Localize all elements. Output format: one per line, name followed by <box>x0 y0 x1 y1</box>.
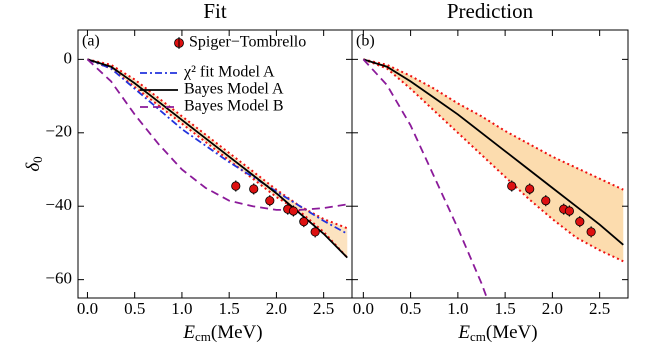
y-tick-label: −20 <box>45 122 72 141</box>
series-line <box>362 58 488 298</box>
data-point <box>525 184 535 194</box>
x-tick-label: 0.0 <box>353 299 374 318</box>
x-tick-label: 0.0 <box>77 299 98 318</box>
y-tick-label: 0 <box>64 48 73 67</box>
x-tick-label: 0.5 <box>400 299 421 318</box>
data-point <box>265 196 275 206</box>
plot-area <box>86 58 349 259</box>
x-tick-label: 1.0 <box>447 299 468 318</box>
x-label-unit: (MeV) <box>486 322 538 343</box>
x-tick-label: 1.0 <box>171 299 192 318</box>
data-point <box>541 196 551 206</box>
frame <box>351 29 629 299</box>
x-tick-label: 2.5 <box>589 299 610 318</box>
x-label-sub: cm <box>195 329 211 344</box>
plot-area <box>362 58 624 298</box>
series-line <box>363 58 624 246</box>
legend-label: Bayes Model B <box>184 98 284 115</box>
panel-label: (b) <box>356 33 375 50</box>
x-label-unit: (MeV) <box>211 322 263 343</box>
data-point <box>288 206 299 216</box>
legend-label: χ² fit Model A <box>183 64 275 81</box>
x-label-main: E <box>457 322 470 343</box>
band-fill <box>363 59 624 262</box>
x-tick-label: 2.0 <box>266 299 287 318</box>
y-tick-label: −40 <box>45 195 72 214</box>
x-tick-label: 1.5 <box>494 299 515 318</box>
y-label-sub: 0 <box>30 156 45 163</box>
x-label-sub: cm <box>470 329 486 344</box>
y-axis-label: δ0 <box>23 156 45 171</box>
x-tick-label: 1.5 <box>219 299 240 318</box>
band-edge <box>363 58 624 191</box>
x-tick-label: 2.5 <box>313 299 334 318</box>
panel-title: Fit <box>203 0 227 23</box>
panel-title: Prediction <box>447 0 534 23</box>
band-edge <box>87 58 349 259</box>
band-edge <box>362 58 624 263</box>
x-tick-label: 2.0 <box>542 299 563 318</box>
series-line <box>87 58 348 235</box>
data-point <box>310 227 320 237</box>
band-edge <box>87 58 348 230</box>
x-axis-label: Ecm(MeV) <box>182 322 262 344</box>
x-label-main: E <box>182 322 195 343</box>
data-point <box>231 181 241 191</box>
data-point <box>564 206 574 216</box>
data-point <box>586 227 596 237</box>
legend-label: Bayes Model A <box>184 81 284 98</box>
data-point <box>575 217 585 227</box>
data-point <box>507 181 517 191</box>
series-line <box>86 58 348 211</box>
panel-label: (a) <box>82 33 100 50</box>
data-point <box>299 217 309 227</box>
legend-label: Spiger−Tombrello <box>189 34 306 51</box>
y-label-main: δ <box>23 162 44 172</box>
data-point <box>249 184 259 194</box>
y-tick-label: −60 <box>45 269 72 288</box>
x-tick-label: 0.5 <box>124 299 145 318</box>
x-axis-label: Ecm(MeV) <box>457 322 537 344</box>
